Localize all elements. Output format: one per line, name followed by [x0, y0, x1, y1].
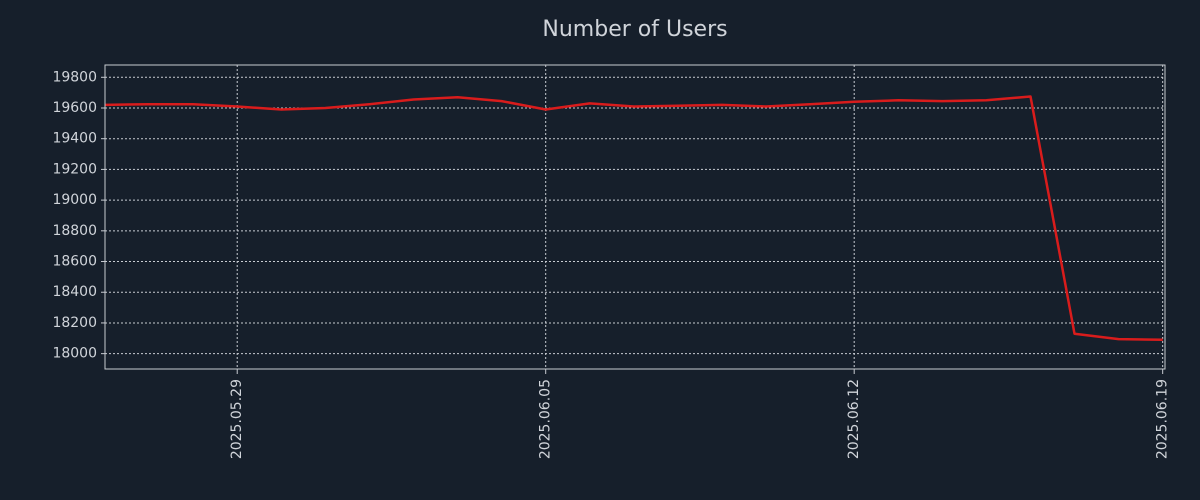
x-tick-label: 2025.06.05	[538, 379, 554, 459]
y-tick-label: 19400	[52, 131, 97, 147]
y-tick-label: 19000	[52, 192, 97, 208]
y-tick-label: 18400	[52, 284, 97, 300]
x-tick-label: 2025.06.19	[1155, 379, 1171, 459]
y-tick-label: 18800	[52, 223, 97, 239]
data-line	[104, 95, 1163, 342]
plot-frame	[104, 64, 1166, 370]
plot-area: 18000 18200 18400 18600 18800 19000 19200 19400…	[52, 65, 1171, 459]
chart-title: Number of Users	[542, 17, 727, 42]
x-tick-label: 2025.05.29	[229, 379, 245, 459]
y-tick-label: 18600	[52, 254, 97, 270]
y-tick-label: 19800	[52, 69, 97, 85]
y-tick-label: 18200	[52, 315, 97, 331]
y-tick-label: 18000	[52, 346, 97, 362]
y-tick-label: 19200	[52, 161, 97, 177]
y-tick-label: 19600	[52, 100, 97, 116]
x-tick-label: 2025.06.12	[846, 379, 862, 459]
